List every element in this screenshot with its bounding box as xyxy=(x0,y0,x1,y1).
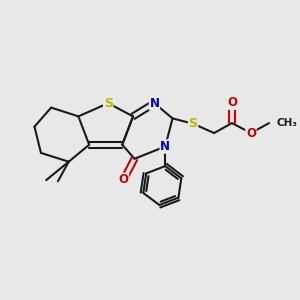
Text: N: N xyxy=(149,97,159,110)
Text: O: O xyxy=(246,127,256,140)
Text: O: O xyxy=(227,96,237,109)
Text: N: N xyxy=(160,140,170,153)
Text: S: S xyxy=(104,97,113,110)
Text: S: S xyxy=(188,117,197,130)
Text: O: O xyxy=(118,173,128,186)
Text: CH₃: CH₃ xyxy=(276,118,297,128)
